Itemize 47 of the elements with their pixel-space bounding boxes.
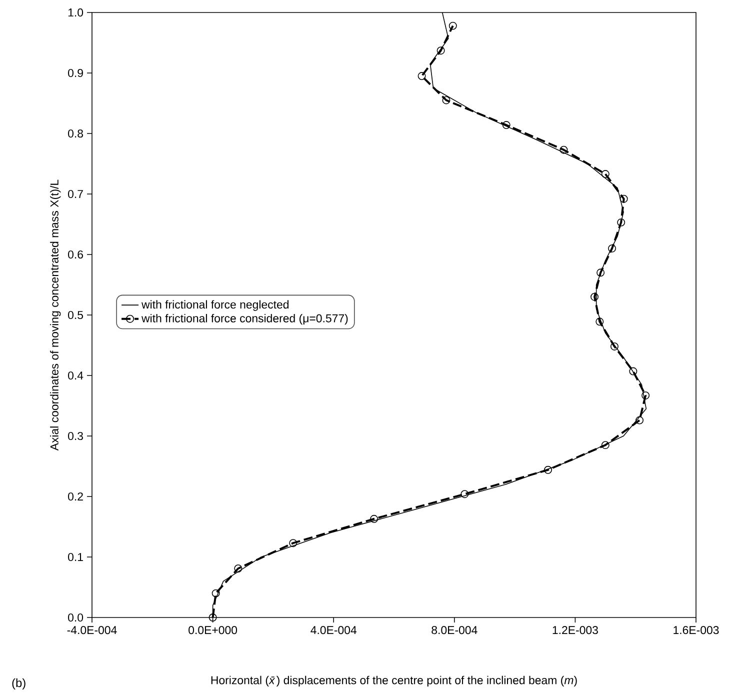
point: [289, 539, 298, 548]
x-tick-label: 0.0E+000: [188, 626, 238, 634]
point: [620, 194, 628, 203]
y-tick-label: 1.0: [68, 8, 84, 17]
point: [370, 514, 378, 523]
text: (b): [12, 678, 26, 690]
y-tick-label: 0.0: [68, 613, 84, 622]
point: [502, 121, 510, 130]
x-tick-label: 4.0E-004: [310, 626, 357, 634]
y-tick-label: 0.9: [68, 68, 83, 78]
point: [608, 244, 616, 252]
y-tick-label: 0.7: [68, 190, 83, 198]
y-tick-label: 0.1: [68, 552, 83, 562]
legend-label: with frictional force considered (μ=0.577): [142, 314, 348, 325]
legend-label: with frictional force neglected: [142, 300, 289, 311]
point: [436, 46, 445, 55]
point: [208, 614, 217, 622]
point: [460, 490, 469, 498]
x-tick-label: 1.2E-003: [552, 626, 598, 634]
x-tick-label: -4.0E-004: [67, 626, 117, 634]
y-axis-title: Axial coordinates of moving concentrated mass X(t)/L: [50, 180, 61, 451]
y-tick-label: 0.8: [68, 129, 83, 138]
point: [601, 170, 610, 178]
point: [601, 441, 610, 450]
point: [596, 318, 604, 326]
point: [418, 72, 426, 80]
point: [610, 342, 618, 350]
point: [617, 218, 626, 226]
point: [629, 367, 638, 376]
y-tick-label: 0.4: [68, 371, 84, 380]
point: [448, 22, 457, 30]
x-tick-label: 8.0E-004: [432, 626, 478, 634]
x-axis-title: Horizontal (x̄) displacements of the centre point of the inclined beam (m): [211, 676, 577, 686]
point: [642, 391, 650, 400]
y-tick-label: 0.5: [68, 310, 84, 320]
point: [212, 589, 220, 598]
y-tick-label: 0.2: [68, 492, 83, 501]
y-tick-label: 0.6: [68, 250, 83, 259]
point: [442, 96, 450, 104]
point: [544, 466, 552, 474]
point: [636, 416, 644, 424]
y-tick-label: 0.3: [68, 432, 83, 440]
point: [596, 268, 605, 277]
point: [560, 146, 568, 154]
x-tick-label: 1.6E-003: [674, 626, 719, 634]
point: [234, 564, 242, 572]
point: [590, 292, 599, 301]
